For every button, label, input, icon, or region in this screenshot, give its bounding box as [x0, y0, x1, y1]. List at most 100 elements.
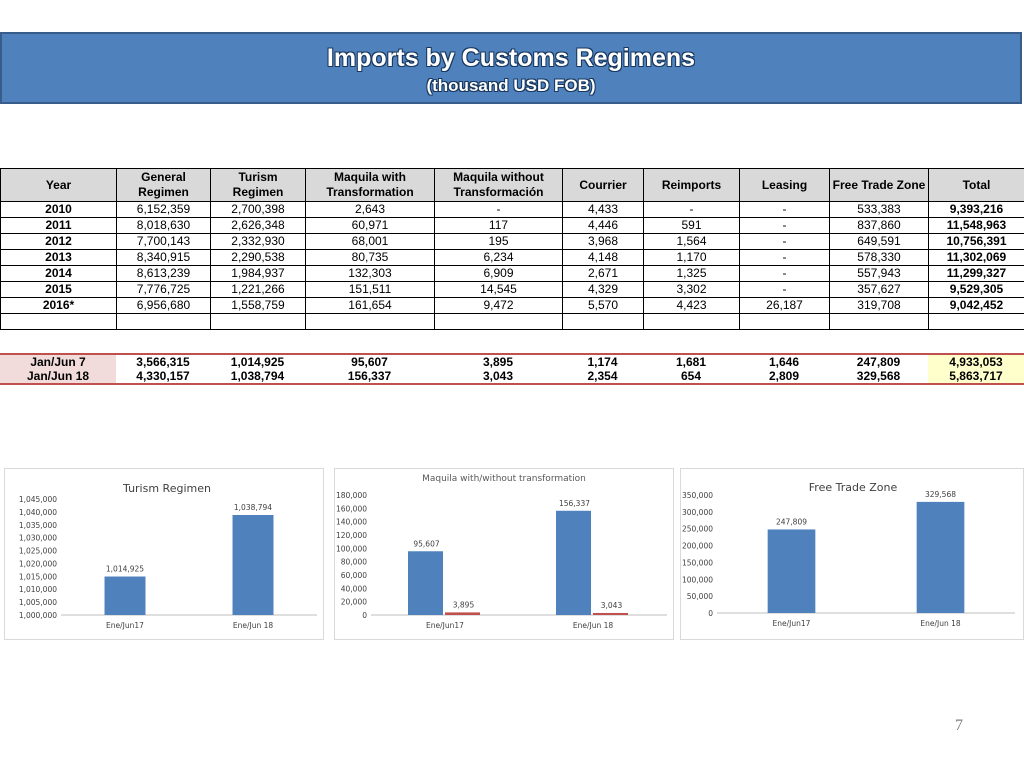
table-cell: 80,735: [305, 249, 435, 266]
table-cell: [305, 313, 435, 330]
y-tick-label: 1,000,000: [19, 611, 57, 620]
data-label: 247,809: [776, 517, 807, 526]
table-cell: 329,568: [829, 369, 928, 385]
table-cell: 557,943: [829, 265, 929, 282]
y-tick-label: 350,000: [682, 491, 713, 500]
table-cell: [739, 313, 830, 330]
y-tick-label: 0: [708, 609, 713, 618]
data-label: 1,038,794: [234, 503, 272, 512]
table-cell: 11,548,963: [928, 217, 1024, 234]
table-cell: 2015: [0, 281, 117, 298]
y-tick-label: 40,000: [341, 584, 367, 593]
table-cell: 1,558,759: [210, 297, 306, 314]
table-row: 2014 8,613,239 1,984,937 132,303 6,909 2,671 1…: [0, 265, 1024, 282]
x-tick-label: Ene/Jun17: [106, 621, 144, 630]
y-tick-label: 200,000: [682, 542, 713, 551]
table-cell: 2,332,930: [210, 233, 306, 250]
table-cell: 156,337: [305, 369, 434, 385]
table-cell: 2,626,348: [210, 217, 306, 234]
y-tick-label: 250,000: [682, 525, 713, 534]
chart-title: Maquila with/without transformation: [422, 474, 586, 484]
table-cell: 8,340,915: [116, 249, 211, 266]
table-cell: -: [434, 201, 563, 218]
table-cell: 8,613,239: [116, 265, 211, 282]
y-tick-label: 1,015,000: [19, 572, 57, 581]
y-tick-label: 1,045,000: [19, 495, 57, 504]
table-cell: 26,187: [739, 297, 830, 314]
table-cell: 4,148: [562, 249, 644, 266]
table-row: 2016* 6,956,680 1,558,759 161,654 9,472 5,570…: [0, 297, 1024, 314]
table-cell: 3,302: [643, 281, 740, 298]
table-cell: 6,152,359: [116, 201, 211, 218]
header-cell: Reimports: [643, 168, 740, 202]
table-cell: 1,646: [739, 353, 829, 369]
table-cell: 2014: [0, 265, 117, 282]
table-cell: 1,984,937: [210, 265, 306, 282]
y-tick-label: 120,000: [336, 531, 367, 540]
table-cell: 2012: [0, 233, 117, 250]
table-cell: 1,174: [562, 353, 643, 369]
page-number: 7: [955, 717, 963, 734]
x-tick-label: Ene/Jun 18: [920, 619, 961, 628]
table-cell: 6,956,680: [116, 297, 211, 314]
table-cell: -: [643, 201, 740, 218]
table-cell: 2,809: [739, 369, 829, 385]
table-cell: 8,018,630: [116, 217, 211, 234]
header-cell: Total: [928, 168, 1024, 202]
bar: [104, 576, 146, 615]
y-tick-label: 1,005,000: [19, 598, 57, 607]
table-cell: 11,302,069: [928, 249, 1024, 266]
table-cell: -: [739, 281, 830, 298]
table-row: 2012 7,700,143 2,332,930 68,001 195 3,968 1,56…: [0, 233, 1024, 250]
table-cell: 649,591: [829, 233, 929, 250]
table-cell: [0, 313, 117, 330]
x-tick-label: Ene/Jun17: [773, 619, 811, 628]
table-row: 2015 7,776,725 1,221,266 151,511 14,545 4,329…: [0, 281, 1024, 298]
y-tick-label: 300,000: [682, 508, 713, 517]
table-cell: [829, 313, 929, 330]
table-cell: [643, 313, 740, 330]
data-label: 95,607: [413, 539, 439, 548]
table-row: Jan/Jun 18 4,330,157 1,038,794 156,337 3,043…: [0, 369, 1024, 385]
table-cell: 837,860: [829, 217, 929, 234]
header-cell: Maquila without Transformación: [434, 168, 563, 202]
y-tick-label: 80,000: [341, 558, 367, 567]
table-cell: 1,014,925: [210, 353, 305, 369]
table-cell: 9,472: [434, 297, 563, 314]
table-cell: 161,654: [305, 297, 435, 314]
imports-table: Year General Regimen Turism Regimen Maqu…: [0, 168, 1024, 330]
table-cell: 95,607: [305, 353, 434, 369]
table-cell: 4,330,157: [116, 369, 210, 385]
y-tick-label: 20,000: [341, 598, 367, 607]
header-cell: Courrier: [562, 168, 644, 202]
y-tick-label: 150,000: [682, 558, 713, 567]
data-label: 329,568: [925, 490, 956, 499]
table-cell: [116, 313, 211, 330]
table-cell: 654: [643, 369, 739, 385]
table-cell: 9,529,305: [928, 281, 1024, 298]
table-cell: 2,700,398: [210, 201, 306, 218]
y-tick-label: 180,000: [336, 491, 367, 500]
table-cell: 1,325: [643, 265, 740, 282]
table-cell: 68,001: [305, 233, 435, 250]
table-cell: 9,393,216: [928, 201, 1024, 218]
table-row: 2013 8,340,915 2,290,538 80,735 6,234 4,148 1,…: [0, 249, 1024, 266]
table-cell: 319,708: [829, 297, 929, 314]
table-cell: 4,423: [643, 297, 740, 314]
table-cell: -: [739, 249, 830, 266]
table-cell: 5,863,717: [928, 369, 1024, 385]
table-row: 2010 6,152,359 2,700,398 2,643-4,433- -533,3…: [0, 201, 1024, 218]
table-cell: 1,038,794: [210, 369, 305, 385]
table-cell: -: [739, 217, 830, 234]
data-label: 156,337: [559, 499, 590, 508]
turism-regimen-chart: Turism Regimen 1,000,000 1,005,000 1,010,00…: [4, 468, 324, 640]
header-cell: Year: [0, 168, 117, 202]
free-trade-zone-chart: Free Trade Zone 0 50,000 100,000 150,000 200,…: [680, 468, 1024, 640]
y-tick-label: 1,025,000: [19, 547, 57, 556]
table-cell: 4,329: [562, 281, 644, 298]
table-cell: 9,042,452: [928, 297, 1024, 314]
table-cell: 11,299,327: [928, 265, 1024, 282]
table-cell: 533,383: [829, 201, 929, 218]
table-cell: [562, 313, 644, 330]
y-tick-label: 1,020,000: [19, 559, 57, 568]
